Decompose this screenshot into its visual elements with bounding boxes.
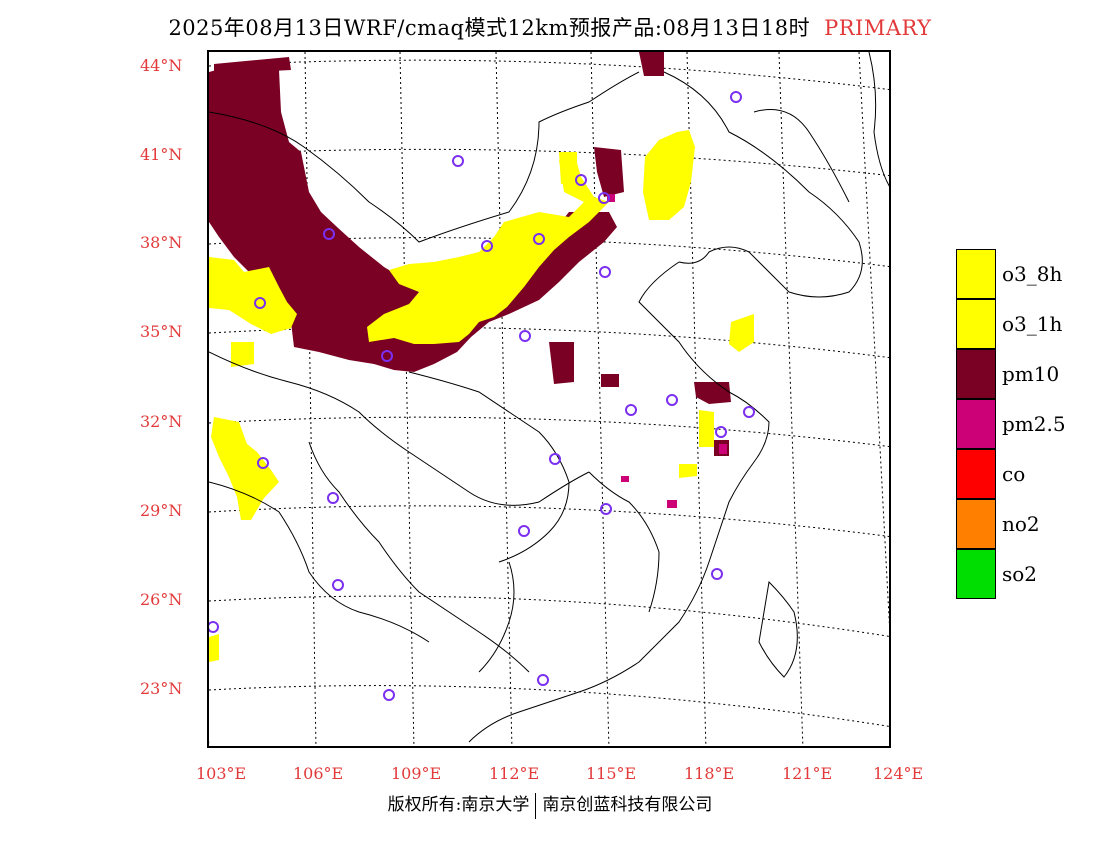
- lat-label-32: 32°N: [140, 412, 183, 431]
- lat-label-23: 23°N: [140, 679, 183, 698]
- lon-label-115: 115°E: [586, 764, 637, 783]
- lat-label-41: 41°N: [140, 145, 183, 164]
- legend-item-so2: so2: [956, 549, 1096, 599]
- legend-label: o3_8h: [1002, 262, 1063, 286]
- legend-swatch: [956, 499, 996, 549]
- legend-label: o3_1h: [1002, 312, 1063, 336]
- legend-label: so2: [1002, 562, 1038, 586]
- graticule-parallels: [209, 59, 889, 727]
- lon-label-124: 124°E: [873, 764, 924, 783]
- pm25-areas: [607, 194, 727, 508]
- legend-item-pm10: pm10: [956, 349, 1096, 399]
- map-title-tag: PRIMARY: [824, 16, 932, 40]
- legend-label: pm2.5: [1002, 412, 1066, 436]
- lon-label-106: 106°E: [293, 764, 344, 783]
- legend-item-o3-1h: o3_1h: [956, 299, 1096, 349]
- lat-label-29: 29°N: [140, 501, 183, 520]
- station-markers: [209, 91, 755, 701]
- legend-item-no2: no2: [956, 499, 1096, 549]
- map-title-main: 2025年08月13日WRF/cmaq模式12km预报产品:08月13日18时: [168, 16, 811, 40]
- legend-swatch: [956, 299, 996, 349]
- map-title: 2025年08月13日WRF/cmaq模式12km预报产品:08月13日18时 P…: [0, 12, 1100, 42]
- o3-areas: [209, 130, 754, 662]
- lon-label-121: 121°E: [782, 764, 833, 783]
- copyright-footer: 版权所有:南京大学 南京创蓝科技有限公司: [0, 790, 1100, 819]
- legend-item-co: co: [956, 449, 1096, 499]
- legend-swatch: [956, 349, 996, 399]
- lon-label-112: 112°E: [489, 764, 540, 783]
- legend-item-pm25: pm2.5: [956, 399, 1096, 449]
- legend-swatch: [956, 549, 996, 599]
- lat-label-35: 35°N: [140, 322, 183, 341]
- lon-label-109: 109°E: [391, 764, 442, 783]
- legend-swatch: [956, 449, 996, 499]
- lat-label-26: 26°N: [140, 590, 183, 609]
- copyright-owner: 版权所有:南京大学: [387, 795, 530, 815]
- copyright-company: 南京创蓝科技有限公司: [542, 795, 713, 815]
- forecast-map: [207, 50, 891, 748]
- boundary-lines: [209, 52, 889, 743]
- footer-divider: [535, 792, 537, 819]
- legend-label: co: [1002, 462, 1026, 486]
- lat-label-44: 44°N: [140, 56, 183, 75]
- legend-label: no2: [1002, 512, 1040, 536]
- legend-swatch: [956, 249, 996, 299]
- lon-label-103: 103°E: [196, 764, 247, 783]
- legend-label: pm10: [1002, 362, 1060, 386]
- map-canvas: [209, 52, 889, 746]
- lon-label-118: 118°E: [684, 764, 735, 783]
- pm10-areas: [209, 52, 731, 456]
- lat-label-38: 38°N: [140, 233, 183, 252]
- legend-swatch: [956, 399, 996, 449]
- legend-item-o3-8h: o3_8h: [956, 249, 1096, 299]
- graticule-meridians: [209, 52, 889, 746]
